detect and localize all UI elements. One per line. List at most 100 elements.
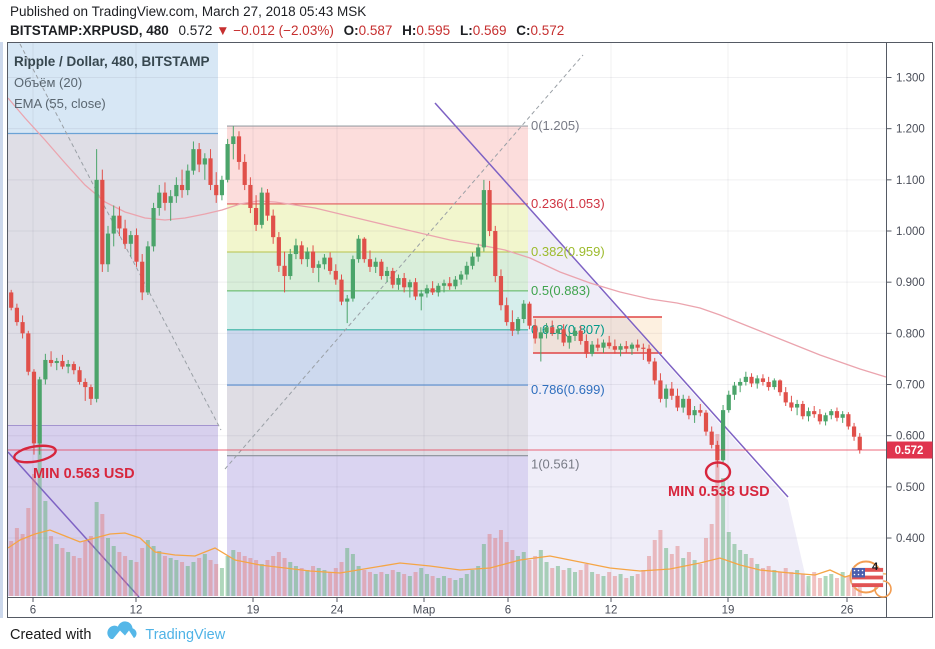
candle-body: [709, 431, 714, 445]
volume-bar: [180, 562, 185, 596]
volume-bar: [703, 538, 708, 596]
time-tick-label[interactable]: 6: [30, 605, 36, 617]
time-tick-label[interactable]: 19: [722, 605, 735, 617]
candle-body: [419, 293, 424, 297]
price-tick-label[interactable]: 0.600: [896, 431, 925, 443]
candle-body: [31, 371, 37, 444]
candle-body: [282, 265, 287, 277]
volume-bar: [254, 560, 259, 596]
volume-bar: [60, 548, 65, 596]
open-label: O:: [343, 23, 359, 38]
price-tick-label[interactable]: 0.800: [896, 328, 925, 340]
candle-body: [857, 436, 862, 451]
candle-body: [179, 184, 185, 191]
volume-bar: [407, 576, 412, 596]
volume-bar: [721, 478, 726, 596]
candle-body: [703, 412, 709, 432]
time-tick-label[interactable]: 12: [605, 605, 618, 617]
close-label: C:: [516, 23, 531, 38]
price-tick-label[interactable]: 0.700: [896, 380, 925, 392]
time-tick-label[interactable]: 12: [130, 605, 143, 617]
candle-body: [305, 251, 310, 260]
candle-body: [607, 342, 612, 347]
time-tick-label[interactable]: 6: [505, 605, 511, 617]
price-change: −0.012 (−2.03%): [233, 23, 334, 38]
fib-label: 1(0.561): [531, 457, 579, 472]
fib-label: 0.236(1.053): [531, 196, 605, 211]
volume-bar: [578, 570, 583, 596]
volume-bar: [538, 550, 543, 596]
volume-bar: [219, 568, 224, 596]
flag-stripe: [852, 583, 883, 587]
volume-bar: [174, 560, 179, 596]
candle-body: [100, 179, 105, 265]
volume-bar: [299, 568, 304, 596]
volume-bar: [271, 556, 276, 596]
volume-bar: [140, 548, 145, 596]
chart-frame: [7, 42, 933, 618]
volume-bar: [419, 568, 424, 596]
candle-body: [66, 364, 71, 367]
price-tick-label[interactable]: 0.500: [896, 482, 925, 494]
candle-body: [800, 403, 805, 417]
price-tick-label[interactable]: 0.900: [896, 277, 925, 289]
candle-body: [83, 381, 88, 388]
time-tick-label[interactable]: 26: [841, 605, 854, 617]
page-edge-stripe: [0, 42, 3, 618]
price-tick-label[interactable]: 1.200: [896, 124, 925, 136]
volume-bar: [527, 560, 532, 596]
price-tick-label[interactable]: 1.100: [896, 175, 925, 187]
candle-body: [521, 303, 526, 320]
price-tick-label[interactable]: 1.300: [896, 73, 925, 85]
time-tick-label[interactable]: 19: [247, 605, 260, 617]
volume-bar: [362, 570, 367, 596]
volume-bar: [647, 556, 652, 596]
volume-bar: [333, 568, 338, 596]
volume-bar: [772, 570, 777, 596]
volume-bar: [43, 501, 48, 596]
volume-bar: [669, 554, 674, 596]
legend-ema-indicator: EMA (55, close): [14, 96, 106, 111]
flag-star: [857, 569, 860, 572]
volume-bar: [544, 562, 549, 596]
fib-label: 0.5(0.883): [531, 283, 590, 298]
candle-body: [476, 247, 481, 257]
time-tick-label[interactable]: 24: [331, 605, 344, 617]
volume-bar: [698, 564, 703, 596]
candle-body: [555, 329, 561, 334]
volume-bar: [732, 544, 737, 596]
flag-star: [861, 569, 864, 572]
volume-bar: [618, 574, 623, 596]
candle-body: [504, 305, 509, 323]
volume-bar: [806, 576, 811, 596]
footer-created-with: Created with: [10, 626, 92, 643]
price-tick-label[interactable]: 0.400: [896, 533, 925, 545]
tradingview-link[interactable]: TradingView: [145, 626, 226, 643]
time-tick-label[interactable]: Мар: [413, 605, 436, 617]
candle-body: [692, 410, 697, 416]
volume-bar: [385, 574, 390, 596]
candle-body: [316, 264, 321, 268]
dashed-trendline-left: [19, 43, 222, 431]
candle-body: [527, 303, 532, 326]
candle-body: [441, 283, 447, 286]
candle-body: [259, 192, 264, 225]
volume-bar: [567, 568, 572, 596]
candle-body: [9, 292, 14, 308]
volume-bar: [641, 570, 646, 596]
volume-bar: [430, 576, 435, 596]
volume-bar: [476, 566, 481, 596]
volume-bar: [789, 572, 794, 596]
candle-body: [453, 279, 458, 287]
candle-body: [333, 270, 338, 280]
candle-body: [834, 411, 840, 418]
annotation-ellipse: [704, 461, 732, 483]
candle-body: [77, 370, 82, 382]
candle-body: [840, 414, 845, 418]
volume-bar: [305, 570, 310, 596]
price-tick-label[interactable]: 1.000: [896, 226, 925, 238]
candle-body: [339, 279, 344, 302]
candle-body: [481, 190, 486, 248]
volume-bar: [248, 558, 253, 596]
